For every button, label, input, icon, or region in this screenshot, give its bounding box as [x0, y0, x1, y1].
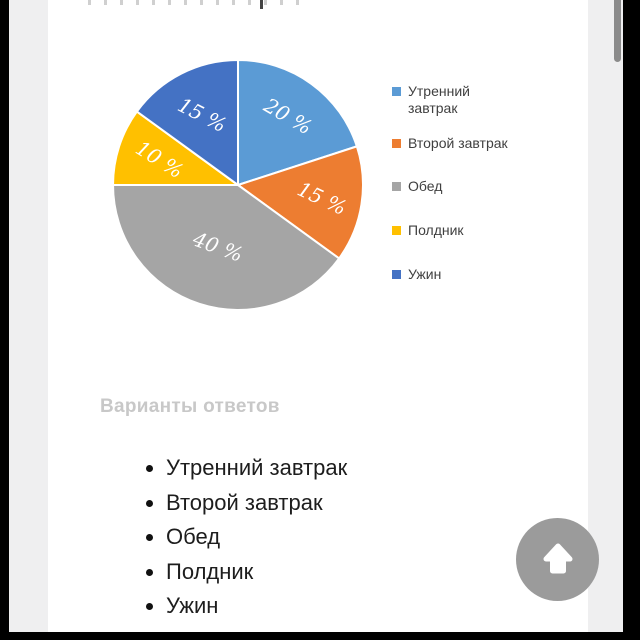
arrow-up-icon [543, 543, 572, 573]
legend-label: Ужин [408, 265, 442, 282]
legend-item: Полдник [392, 209, 542, 253]
legend-item-inner: Утренний завтрак [392, 83, 508, 117]
legend-item-inner: Полдник [392, 222, 508, 239]
legend-label: Утренний завтрак [408, 82, 470, 116]
answer-list-item: Ужин [166, 589, 540, 624]
pie-chart-svg: 20 %15 %40 %10 %15 % [112, 59, 364, 311]
pie-slice-2 [236, 145, 364, 260]
legend-item: Утренний завтрак [392, 78, 542, 122]
legend-label: Полдник [408, 222, 464, 239]
pie-slice-1 [236, 59, 358, 187]
page-background: 20 % 15 % 40 % 10 % 15 % Утренний завтрак Вто… [9, 0, 623, 632]
legend-label: Обед [408, 178, 443, 195]
legend-marker-icon [392, 138, 401, 148]
legend-item: Ужин [392, 252, 542, 296]
legend-marker-icon [392, 86, 401, 96]
legend-marker-icon [392, 182, 401, 192]
scroll-to-top-button[interactable] [516, 518, 599, 601]
legend-item-inner: Обед [392, 178, 508, 195]
clipped-text-remnant-tick [260, 0, 263, 9]
legend-marker-icon [392, 269, 401, 279]
pie-chart: 20 % 15 % 40 % 10 % 15 % Утренний завтрак Вто… [48, 0, 588, 340]
answer-list-item: Полдник [166, 555, 540, 590]
legend-marker-icon [392, 226, 401, 236]
legend-item-inner: Ужин [392, 266, 508, 283]
answer-list-item: Обед [166, 520, 540, 555]
legend-item: Обед [392, 165, 542, 209]
answers-section: Варианты ответов Утренний завтракВторой … [100, 396, 540, 624]
answer-list-item: Утренний завтрак [166, 451, 540, 486]
content-card: 20 % 15 % 40 % 10 % 15 % Утренний завтрак Вто… [48, 0, 588, 632]
answers-heading: Варианты ответов [100, 396, 280, 417]
pie-slice-5 [135, 59, 240, 187]
pie-slice-4 [112, 110, 240, 187]
legend-item-inner: Второй завтрак [392, 135, 508, 152]
answer-list-item: Второй завтрак [166, 486, 540, 521]
chart-legend: Утренний завтрак Второй завтрак Обед Полдни… [392, 78, 542, 296]
legend-label: Второй завтрак [408, 134, 508, 151]
pie-slice-3 [112, 183, 341, 311]
legend-item: Второй завтрак [392, 122, 542, 166]
scrollbar-thumb[interactable] [614, 0, 621, 62]
clipped-text-remnant [88, 0, 310, 5]
